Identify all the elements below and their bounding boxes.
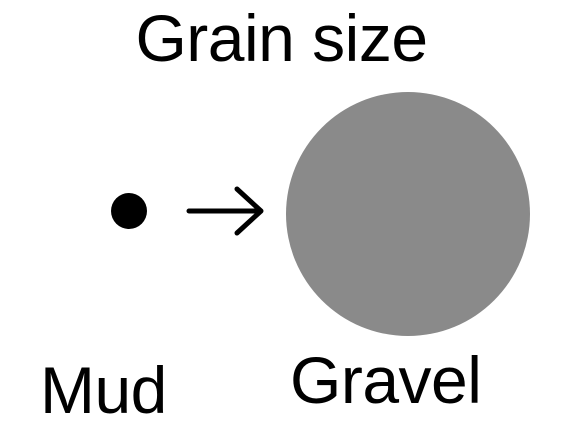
mud-label: Mud (40, 353, 167, 427)
arrow-head (234, 186, 264, 236)
gravel-grain-circle (286, 92, 530, 336)
diagram-title: Grain size (135, 1, 428, 75)
mud-grain-circle (111, 193, 147, 229)
right-arrow-icon (186, 186, 264, 236)
gravel-label: Gravel (290, 343, 482, 417)
